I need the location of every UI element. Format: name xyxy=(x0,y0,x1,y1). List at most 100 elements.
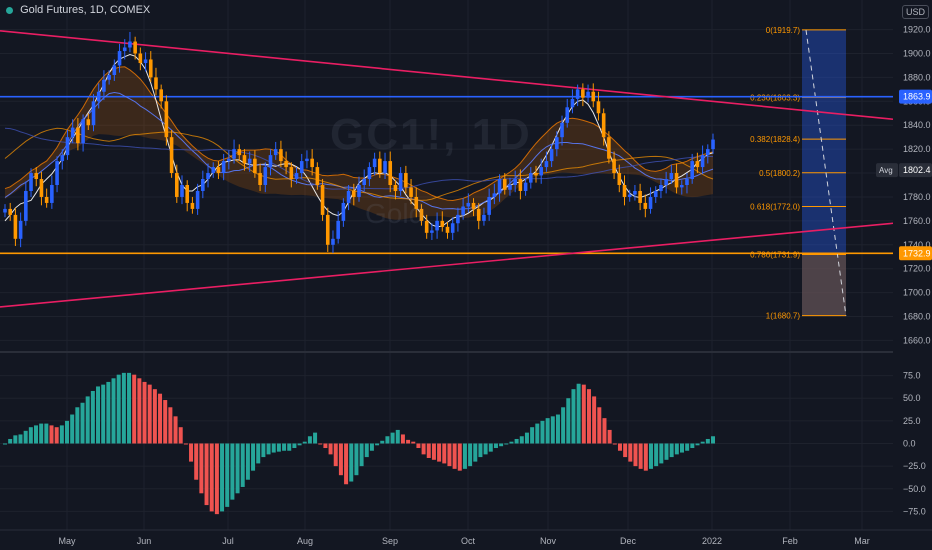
histogram-bar xyxy=(483,443,488,455)
histogram-bar xyxy=(271,443,276,453)
candle-body xyxy=(341,202,346,221)
histogram-bar xyxy=(452,443,457,469)
candle-body xyxy=(133,41,137,54)
candle-body xyxy=(180,185,184,197)
histogram-bar xyxy=(679,443,684,453)
histogram-bar xyxy=(545,418,550,444)
histogram-bar xyxy=(8,438,13,444)
histogram-bar xyxy=(137,378,142,444)
histogram-bar xyxy=(34,425,39,444)
candle-body xyxy=(29,173,33,191)
time-tick-label: Jul xyxy=(222,536,234,546)
candle-body xyxy=(456,214,460,224)
histogram-bar xyxy=(664,443,669,460)
candle-body xyxy=(143,59,148,64)
price-tick-label: 1720.0 xyxy=(903,264,931,274)
symbol-header[interactable]: Gold Futures, 1D, COMEX xyxy=(6,4,150,16)
histogram-bar xyxy=(23,430,28,444)
candle-body xyxy=(331,238,335,245)
candle-body xyxy=(227,158,231,162)
candle-body xyxy=(357,185,361,197)
histogram-bar xyxy=(442,443,447,464)
histogram-bar xyxy=(607,429,612,444)
candle-body xyxy=(695,161,700,168)
histogram-bar xyxy=(333,443,338,467)
time-tick-label: May xyxy=(58,536,76,546)
histogram-bar xyxy=(504,443,509,445)
candle-body xyxy=(91,101,96,126)
candle-body xyxy=(690,161,694,180)
candle-body xyxy=(117,51,122,66)
candle-body xyxy=(247,158,252,164)
candle-body xyxy=(393,185,398,191)
histogram-bar xyxy=(555,414,560,444)
histogram-bar xyxy=(49,425,54,444)
histogram-bar xyxy=(245,443,250,480)
histogram-bar xyxy=(65,420,70,444)
ascending-trendline xyxy=(0,222,894,308)
histogram-bar xyxy=(13,435,18,444)
candle-body xyxy=(3,208,7,213)
histogram-bar xyxy=(313,432,318,444)
histogram-bar xyxy=(400,434,405,444)
histogram-bar xyxy=(509,441,514,444)
histogram-bar xyxy=(550,416,555,444)
histogram-bar xyxy=(612,443,617,445)
histogram-bar xyxy=(493,443,498,449)
histogram-bar xyxy=(121,372,126,444)
price-badge-label: 1732.9 xyxy=(903,248,931,258)
histogram-bar xyxy=(416,443,421,449)
candle-body xyxy=(154,77,158,90)
histogram-bar xyxy=(183,443,188,445)
price-tick-label: 1740.0 xyxy=(903,240,931,250)
candle-body xyxy=(513,179,517,185)
candle-body xyxy=(497,179,502,194)
fib-lower-zone xyxy=(802,254,846,316)
candle-body xyxy=(289,167,294,180)
price-tick-label: 1900.0 xyxy=(903,48,931,58)
candle-body xyxy=(711,139,715,150)
candle-body xyxy=(601,113,606,138)
candle-body xyxy=(549,149,554,162)
candle-body xyxy=(253,158,257,174)
candle-body xyxy=(169,137,174,174)
histogram-bar xyxy=(571,389,576,444)
candle-body xyxy=(539,167,544,176)
fib-level-label: 0.618(1772.0) xyxy=(750,203,800,212)
price-tick-label: 1820.0 xyxy=(903,144,931,154)
candle-body xyxy=(440,220,445,227)
histogram-bar xyxy=(499,443,504,447)
candle-body xyxy=(362,179,367,185)
candle-body xyxy=(159,89,163,102)
candle-body xyxy=(263,167,268,185)
histogram-bar xyxy=(690,443,695,449)
histogram-bar xyxy=(70,414,75,444)
candle-body xyxy=(138,53,143,64)
candle-body xyxy=(24,190,28,221)
fib-retracement[interactable]: 0(1919.7) 0.236(1863.3) 0.382(1828.4) 0.5(1… xyxy=(750,26,847,321)
candle-body xyxy=(414,196,419,209)
histogram-bar xyxy=(654,443,659,467)
histogram-bar xyxy=(75,407,80,444)
candle-body xyxy=(55,161,59,185)
candle-body xyxy=(591,91,596,102)
candle-body xyxy=(320,185,325,215)
candle-body xyxy=(211,167,216,174)
histogram-bar xyxy=(674,443,679,455)
histogram-bar xyxy=(659,443,664,464)
candle-body xyxy=(367,167,372,180)
candle-body xyxy=(560,122,564,138)
candle-body xyxy=(174,173,179,197)
histogram-bar xyxy=(633,443,638,467)
candle-body xyxy=(164,101,169,138)
candle-body xyxy=(607,137,611,159)
histogram-bar xyxy=(602,418,607,444)
histogram-bar xyxy=(535,423,540,444)
candle-body xyxy=(294,173,299,180)
currency-button[interactable]: USD xyxy=(902,5,930,19)
candle-body xyxy=(81,119,85,144)
candle-body xyxy=(430,230,434,233)
candle-body xyxy=(310,158,314,168)
candle-body xyxy=(622,185,627,197)
